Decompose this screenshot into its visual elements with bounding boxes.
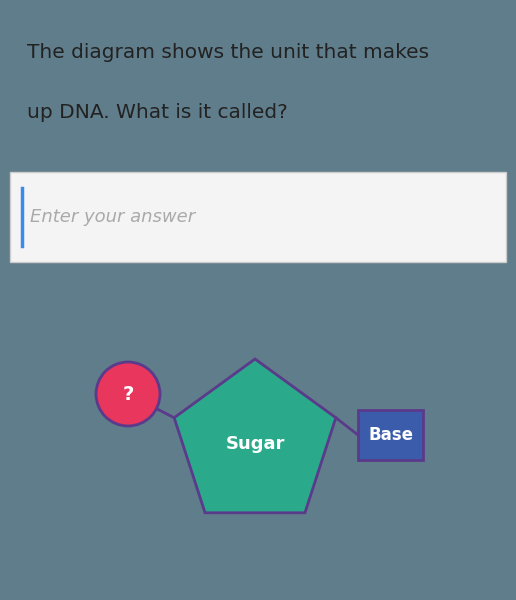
Polygon shape <box>174 359 336 513</box>
Circle shape <box>96 362 160 426</box>
Text: up DNA. What is it called?: up DNA. What is it called? <box>27 103 288 122</box>
Text: Base: Base <box>368 426 413 444</box>
Text: ?: ? <box>122 385 134 404</box>
Text: Sugar: Sugar <box>225 435 285 453</box>
Text: Enter your answer: Enter your answer <box>30 208 195 226</box>
FancyBboxPatch shape <box>10 172 506 262</box>
FancyBboxPatch shape <box>358 410 423 460</box>
Text: The diagram shows the unit that makes: The diagram shows the unit that makes <box>27 43 429 62</box>
